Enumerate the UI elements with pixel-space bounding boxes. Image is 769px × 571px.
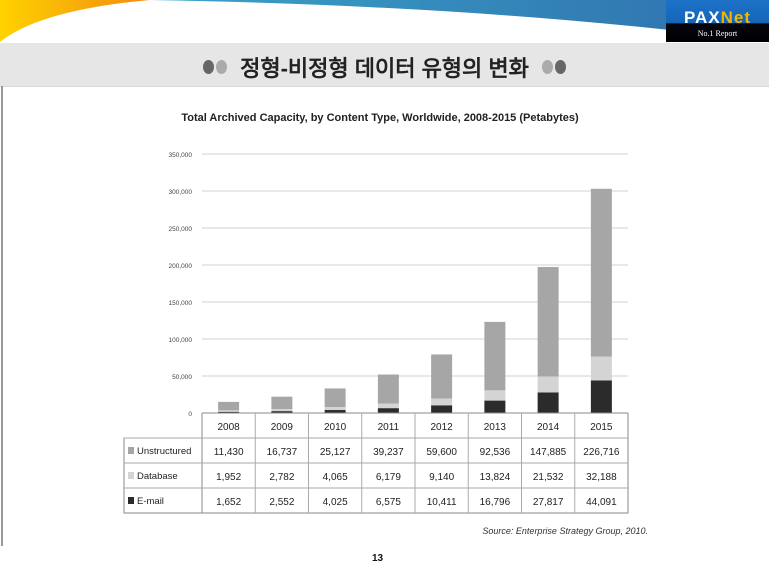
y-tick-label: 100,000 <box>169 337 193 344</box>
legend-label: Unstructured <box>137 446 191 457</box>
bar-e-mail-2008 <box>218 411 240 413</box>
bar-unstructured-2014 <box>537 267 559 377</box>
data-label: 1,652 <box>216 497 241 508</box>
data-label: 1,952 <box>216 472 241 483</box>
paxnet-logo: PAXNet No.1 Report <box>666 0 769 42</box>
data-label: 2,552 <box>269 497 294 508</box>
slide-title-bar: 정형-비정형 데이터 유형의 변화 <box>0 43 769 87</box>
data-label: 27,817 <box>533 497 564 508</box>
bar-database-2011 <box>377 403 399 409</box>
data-label: 2,782 <box>269 472 294 483</box>
data-label: 92,536 <box>480 447 511 458</box>
bar-e-mail-2015 <box>590 380 612 413</box>
data-label: 16,737 <box>267 447 298 458</box>
legend-swatch-unstructured <box>128 447 134 454</box>
logo-text: X <box>708 8 721 27</box>
logo-text: PA <box>683 8 709 27</box>
bullet-dot-icon <box>555 60 567 74</box>
x-tick-label: 2012 <box>431 422 454 433</box>
data-label: 44,091 <box>586 497 617 508</box>
data-label: 226,716 <box>583 447 620 458</box>
legend-label: Database <box>137 471 178 482</box>
bar-database-2013 <box>484 390 506 401</box>
bar-unstructured-2011 <box>377 374 399 404</box>
y-tick-label: 150,000 <box>169 300 193 307</box>
bullet-dot-icon <box>215 60 227 74</box>
data-label: 32,188 <box>586 472 617 483</box>
y-tick-label: 200,000 <box>169 263 193 270</box>
logo-text: Net <box>720 8 752 27</box>
x-tick-label: 2009 <box>271 422 294 433</box>
legend-label: E-mail <box>137 496 164 507</box>
bar-unstructured-2010 <box>324 388 346 408</box>
data-label: 6,575 <box>376 497 401 508</box>
bar-e-mail-2012 <box>431 405 453 413</box>
data-label: 21,532 <box>533 472 564 483</box>
data-label: 25,127 <box>320 447 351 458</box>
legend-swatch-e-mail <box>128 497 134 504</box>
bar-unstructured-2008 <box>218 401 240 411</box>
bar-database-2015 <box>590 356 612 381</box>
x-tick-label: 2014 <box>537 422 560 433</box>
x-tick-label: 2010 <box>324 422 347 433</box>
bar-database-2009 <box>271 409 293 412</box>
bar-e-mail-2009 <box>271 411 293 413</box>
data-label: 6,179 <box>376 472 401 483</box>
y-tick-label: 350,000 <box>169 152 193 159</box>
y-tick-label: 250,000 <box>169 226 193 233</box>
x-tick-label: 2011 <box>378 422 400 433</box>
bar-e-mail-2013 <box>484 400 506 413</box>
bar-unstructured-2009 <box>271 396 293 410</box>
x-tick-label: 2015 <box>590 422 613 433</box>
y-tick-label: 300,000 <box>169 189 193 196</box>
x-tick-label: 2013 <box>484 422 507 433</box>
bar-database-2014 <box>537 376 559 393</box>
bar-e-mail-2011 <box>377 408 399 413</box>
y-tick-label: 0 <box>188 411 192 418</box>
data-label: 13,824 <box>480 472 511 483</box>
bar-database-2012 <box>431 398 453 406</box>
bullet-dot-icon <box>202 60 214 74</box>
data-label: 59,600 <box>426 447 457 458</box>
data-label: 4,065 <box>323 472 348 483</box>
data-label: 16,796 <box>480 497 511 508</box>
chart-title: Total Archived Capacity, by Content Type… <box>181 112 579 124</box>
page-number: 13 <box>372 553 384 564</box>
chart-source: Source: Enterprise Strategy Group, 2010. <box>482 526 648 536</box>
slide-title: 정형-비정형 데이터 유형의 변화 <box>240 56 529 81</box>
bullet-dot-icon <box>542 60 554 74</box>
data-label: 4,025 <box>323 497 348 508</box>
data-label: 147,885 <box>530 447 567 458</box>
legend-swatch-database <box>128 472 134 479</box>
x-tick-label: 2008 <box>218 422 241 433</box>
header-decoration <box>0 0 769 42</box>
data-label: 39,237 <box>373 447 404 458</box>
bar-unstructured-2013 <box>484 321 506 391</box>
slide-border <box>1 86 3 546</box>
bar-e-mail-2010 <box>324 410 346 413</box>
bar-e-mail-2014 <box>537 392 559 413</box>
bar-unstructured-2012 <box>431 354 453 399</box>
bar-database-2008 <box>218 410 240 412</box>
data-label: 11,430 <box>214 447 244 458</box>
logo-tagline: No.1 Report <box>697 29 738 38</box>
data-label: 9,140 <box>429 472 454 483</box>
bar-unstructured-2015 <box>590 188 612 357</box>
bar-database-2010 <box>324 407 346 411</box>
data-label: 10,411 <box>427 497 457 508</box>
y-tick-label: 50,000 <box>172 374 192 381</box>
